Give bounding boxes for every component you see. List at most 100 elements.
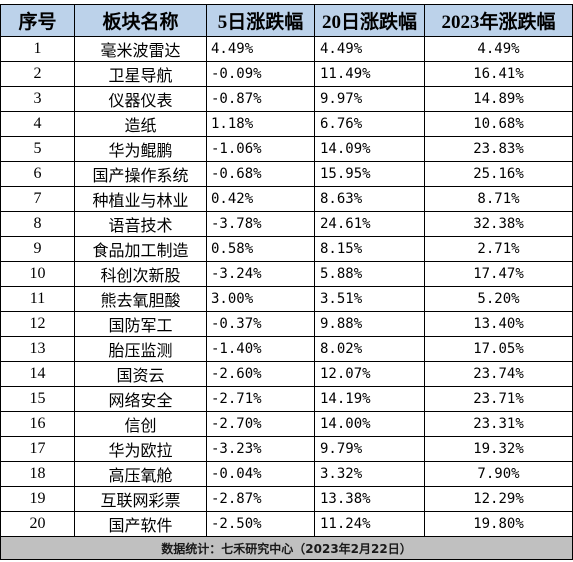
table-row: 9 食品加工制造 0.58% 8.15% 2.71% [0, 236, 573, 262]
cell-5day-change: -2.70% [206, 411, 315, 437]
cell-index: 17 [0, 436, 75, 462]
cell-5day-change: 1.18% [206, 111, 315, 137]
table-row: 16 信创 -2.70% 14.00% 23.31% [0, 411, 573, 437]
table-row: 20 国产软件 -2.50% 11.24% 19.80% [0, 511, 573, 537]
table-row: 1 毫米波雷达 4.49% 4.49% 4.49% [0, 36, 573, 62]
cell-index: 15 [0, 386, 75, 412]
header-row: 序号 板块名称 5日涨跌幅 20日涨跌幅 2023年涨跌幅 [0, 4, 573, 37]
cell-index: 18 [0, 461, 75, 487]
data-source-note: 数据统计：七禾研究中心（2023年2月22日） [0, 536, 573, 560]
cell-20day-change: 5.88% [314, 261, 425, 287]
cell-index: 12 [0, 311, 75, 337]
cell-5day-change: 3.00% [206, 286, 315, 312]
table-row: 12 国防军工 -0.37% 9.88% 13.40% [0, 311, 573, 337]
cell-20day-change: 9.97% [314, 86, 425, 112]
cell-sector-name: 华为鲲鹏 [74, 136, 207, 162]
cell-index: 1 [0, 36, 75, 62]
cell-2023-change: 23.83% [424, 136, 573, 162]
cell-index: 4 [0, 111, 75, 137]
cell-sector-name: 华为欧拉 [74, 436, 207, 462]
cell-sector-name: 胎压监测 [74, 336, 207, 362]
table-row: 19 互联网彩票 -2.87% 13.38% 12.29% [0, 486, 573, 512]
cell-index: 13 [0, 336, 75, 362]
cell-2023-change: 14.89% [424, 86, 573, 112]
cell-20day-change: 8.15% [314, 236, 425, 262]
cell-5day-change: -3.23% [206, 436, 315, 462]
cell-2023-change: 13.40% [424, 311, 573, 337]
cell-20day-change: 3.32% [314, 461, 425, 487]
table-row: 6 国产操作系统 -0.68% 15.95% 25.16% [0, 161, 573, 187]
cell-20day-change: 9.79% [314, 436, 425, 462]
cell-sector-name: 卫星导航 [74, 61, 207, 87]
cell-20day-change: 8.63% [314, 186, 425, 212]
table-row: 5 华为鲲鹏 -1.06% 14.09% 23.83% [0, 136, 573, 162]
table-body: 1 毫米波雷达 4.49% 4.49% 4.49% 2 卫星导航 -0.09% 11.49% 16… [0, 36, 573, 537]
cell-sector-name: 网络安全 [74, 386, 207, 412]
cell-20day-change: 3.51% [314, 286, 425, 312]
cell-5day-change: -0.68% [206, 161, 315, 187]
cell-sector-name: 互联网彩票 [74, 486, 207, 512]
header-20day-change: 20日涨跌幅 [314, 4, 425, 37]
cell-2023-change: 17.05% [424, 336, 573, 362]
cell-5day-change: 0.58% [206, 236, 315, 262]
table-row: 17 华为欧拉 -3.23% 9.79% 19.32% [0, 436, 573, 462]
cell-sector-name: 国资云 [74, 361, 207, 387]
cell-5day-change: -0.09% [206, 61, 315, 87]
cell-20day-change: 14.09% [314, 136, 425, 162]
cell-20day-change: 9.88% [314, 311, 425, 337]
cell-5day-change: -1.40% [206, 336, 315, 362]
cell-sector-name: 熊去氧胆酸 [74, 286, 207, 312]
cell-20day-change: 8.02% [314, 336, 425, 362]
cell-sector-name: 食品加工制造 [74, 236, 207, 262]
cell-index: 7 [0, 186, 75, 212]
table-row: 3 仪器仪表 -0.87% 9.97% 14.89% [0, 86, 573, 112]
cell-5day-change: -1.06% [206, 136, 315, 162]
cell-sector-name: 造纸 [74, 111, 207, 137]
cell-2023-change: 5.20% [424, 286, 573, 312]
cell-sector-name: 国产软件 [74, 511, 207, 537]
cell-2023-change: 16.41% [424, 61, 573, 87]
cell-5day-change: -3.78% [206, 211, 315, 237]
cell-index: 5 [0, 136, 75, 162]
table-row: 4 造纸 1.18% 6.76% 10.68% [0, 111, 573, 137]
table-row: 8 语音技术 -3.78% 24.61% 32.38% [0, 211, 573, 237]
footer-row: 数据统计：七禾研究中心（2023年2月22日） [0, 536, 573, 560]
cell-sector-name: 语音技术 [74, 211, 207, 237]
table-row: 10 科创次新股 -3.24% 5.88% 17.47% [0, 261, 573, 287]
cell-20day-change: 24.61% [314, 211, 425, 237]
cell-5day-change: 4.49% [206, 36, 315, 62]
cell-2023-change: 23.71% [424, 386, 573, 412]
table-row: 18 高压氧舱 -0.04% 3.32% 7.90% [0, 461, 573, 487]
cell-5day-change: -3.24% [206, 261, 315, 287]
cell-sector-name: 信创 [74, 411, 207, 437]
cell-20day-change: 4.49% [314, 36, 425, 62]
cell-index: 14 [0, 361, 75, 387]
table-row: 7 种植业与林业 0.42% 8.63% 8.71% [0, 186, 573, 212]
cell-sector-name: 种植业与林业 [74, 186, 207, 212]
header-sector-name: 板块名称 [74, 4, 207, 37]
cell-20day-change: 15.95% [314, 161, 425, 187]
cell-sector-name: 毫米波雷达 [74, 36, 207, 62]
cell-5day-change: -0.37% [206, 311, 315, 337]
sector-performance-table: 序号 板块名称 5日涨跌幅 20日涨跌幅 2023年涨跌幅 1 毫米波雷达 4.49… [0, 4, 573, 560]
table-row: 15 网络安全 -2.71% 14.19% 23.71% [0, 386, 573, 412]
cell-sector-name: 国产操作系统 [74, 161, 207, 187]
cell-index: 16 [0, 411, 75, 437]
header-2023-change: 2023年涨跌幅 [424, 4, 573, 37]
cell-index: 3 [0, 86, 75, 112]
cell-5day-change: -2.71% [206, 386, 315, 412]
cell-2023-change: 23.31% [424, 411, 573, 437]
cell-2023-change: 10.68% [424, 111, 573, 137]
header-index: 序号 [0, 4, 75, 37]
cell-5day-change: -2.87% [206, 486, 315, 512]
cell-sector-name: 仪器仪表 [74, 86, 207, 112]
cell-index: 20 [0, 511, 75, 537]
cell-index: 8 [0, 211, 75, 237]
cell-5day-change: -0.04% [206, 461, 315, 487]
cell-20day-change: 14.19% [314, 386, 425, 412]
cell-sector-name: 科创次新股 [74, 261, 207, 287]
cell-5day-change: 0.42% [206, 186, 315, 212]
cell-20day-change: 14.00% [314, 411, 425, 437]
cell-20day-change: 11.24% [314, 511, 425, 537]
